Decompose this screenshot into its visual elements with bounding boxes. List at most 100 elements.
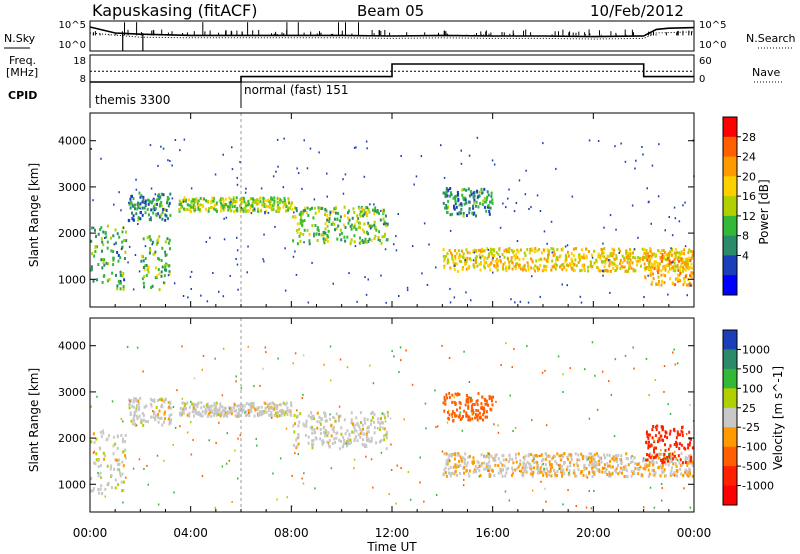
- heatmap-cell: [347, 221, 350, 225]
- heatmap-cell: [302, 209, 305, 213]
- heatmap-cell: [670, 253, 673, 257]
- heatmap-cell: [566, 250, 569, 254]
- heatmap-cell: [688, 248, 691, 252]
- heatmap-cell: [111, 271, 114, 275]
- heatmap-noise: [512, 472, 514, 475]
- heatmap-cell: [691, 266, 694, 270]
- heatmap-cell: [673, 429, 676, 433]
- heatmap-noise: [218, 421, 220, 424]
- heatmap-cell: [647, 468, 650, 472]
- heatmap-cell: [679, 271, 682, 275]
- heatmap-cell: [537, 468, 540, 472]
- heatmap-cell: [122, 489, 125, 492]
- heatmap-cell: [543, 268, 546, 272]
- heatmap-cell: [337, 419, 340, 423]
- heatmap-cell: [661, 471, 664, 475]
- heatmap-cell: [623, 265, 626, 269]
- heatmap-cell: [676, 277, 679, 281]
- heatmap-cell: [644, 252, 647, 256]
- heatmap-cell: [114, 478, 117, 482]
- heatmap-cell: [660, 283, 663, 287]
- heatmap-noise: [667, 403, 669, 406]
- heatmap-cell: [462, 456, 465, 460]
- heatmap-noise: [167, 274, 170, 277]
- heatmap-cell: [565, 468, 568, 472]
- heatmap-cell: [367, 221, 370, 225]
- heatmap-cell: [112, 250, 115, 253]
- heatmap-cell: [379, 218, 382, 222]
- heatmap-cell: [645, 464, 648, 468]
- heatmap-noise: [90, 147, 92, 150]
- heatmap-cell: [686, 463, 689, 467]
- heatmap-cell: [343, 418, 346, 422]
- heatmap-cell: [587, 456, 590, 460]
- heatmap-cell: [456, 463, 459, 467]
- heatmap-noise: [403, 418, 405, 421]
- heatmap-cell: [240, 405, 243, 409]
- heatmap-cell: [446, 258, 449, 262]
- heatmap-cell: [124, 439, 126, 443]
- heatmap-cell: [503, 255, 506, 259]
- heatmap-cell: [116, 458, 119, 462]
- heatmap-cell: [271, 197, 274, 201]
- heatmap-cell: [103, 258, 106, 262]
- heatmap-noise: [545, 424, 548, 427]
- heatmap-cell: [488, 475, 491, 478]
- heatmap-cell: [619, 466, 622, 470]
- heatmap-cell: [293, 430, 296, 434]
- heatmap-noise: [566, 284, 568, 287]
- heatmap-cell: [223, 408, 226, 412]
- heatmap-cell: [269, 402, 272, 406]
- heatmap-cell: [241, 409, 244, 413]
- heatmap-cell: [301, 212, 304, 216]
- heatmap-cell: [100, 237, 103, 241]
- heatmap-cell: [491, 399, 493, 403]
- heatmap-cell: [511, 457, 514, 461]
- heatmap-cell: [634, 466, 637, 470]
- heatmap-cell: [669, 472, 672, 476]
- heatmap-cell: [204, 408, 207, 412]
- heatmap-cell: [355, 429, 358, 433]
- heatmap-cell: [298, 234, 301, 238]
- heatmap-cell: [656, 440, 659, 444]
- heatmap-noise: [551, 251, 553, 254]
- heatmap-cell: [649, 444, 652, 448]
- heatmap-cell: [361, 239, 364, 243]
- heatmap-cell: [373, 420, 376, 424]
- heatmap-noise: [235, 380, 237, 383]
- heatmap-cell: [691, 474, 694, 478]
- heatmap-cell: [97, 488, 100, 491]
- heatmap-noise: [588, 470, 590, 473]
- heatmap-cell: [164, 240, 167, 244]
- heatmap-cell: [483, 264, 486, 268]
- heatmap-cell: [348, 218, 351, 222]
- power-heatmap: [90, 136, 695, 304]
- heatmap-cell: [362, 443, 365, 447]
- velocity-ytick-label: 2000: [58, 432, 86, 445]
- heatmap-noise: [664, 229, 666, 232]
- heatmap-cell: [349, 438, 352, 442]
- heatmap-noise: [172, 406, 175, 408]
- heatmap-cell: [444, 402, 447, 406]
- heatmap-cell: [359, 431, 362, 435]
- heatmap-cell: [207, 408, 210, 411]
- heatmap-cell: [661, 464, 664, 468]
- heatmap-cell: [470, 404, 473, 408]
- heatmap-cell: [668, 256, 671, 260]
- heatmap-cell: [170, 413, 173, 417]
- heatmap-cell: [271, 204, 274, 207]
- heatmap-cell: [635, 259, 638, 263]
- heatmap-cell: [485, 462, 488, 466]
- heatmap-noise: [642, 153, 644, 156]
- heatmap-noise: [302, 393, 304, 396]
- heatmap-cell: [152, 205, 155, 209]
- heatmap-cell: [683, 277, 686, 281]
- heatmap-cell: [142, 195, 145, 199]
- heatmap-noise: [329, 345, 332, 348]
- heatmap-cell: [597, 267, 600, 271]
- heatmap-cell: [114, 458, 117, 462]
- heatmap-cell: [91, 252, 94, 256]
- heatmap-noise: [275, 170, 277, 173]
- heatmap-cell: [141, 277, 144, 281]
- heatmap-noise: [685, 433, 688, 435]
